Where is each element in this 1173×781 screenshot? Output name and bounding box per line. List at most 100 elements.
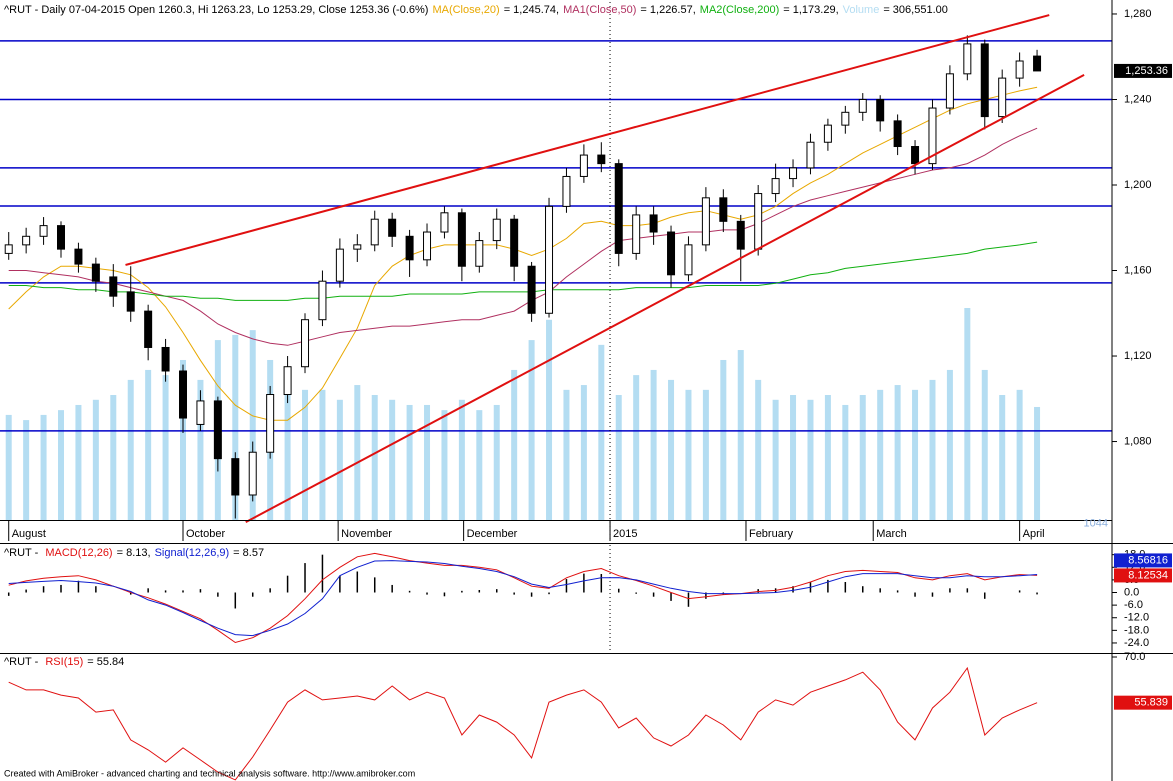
volume-bar [546, 319, 553, 520]
candle-body [475, 240, 484, 267]
x-tick-label: February [749, 528, 794, 540]
volume-bar [232, 334, 239, 520]
candle-body [806, 141, 815, 169]
candle-body [667, 231, 676, 276]
candle-body [719, 197, 728, 222]
legend-value: = 1,226.57, [640, 4, 695, 16]
candle-body [388, 218, 397, 237]
candle-body [144, 310, 153, 348]
volume-bar [127, 379, 134, 520]
y-tick-label: -18.0 [1124, 624, 1149, 636]
candle-body [213, 400, 222, 460]
candle-body [231, 458, 240, 496]
volume-bar [197, 379, 204, 520]
volume-bar [354, 385, 361, 520]
moving-average-line [8, 241, 1038, 301]
volume-bar [389, 399, 396, 520]
volume-bar [755, 379, 762, 520]
legend-value: = 8.13, [117, 547, 151, 559]
candle-body [893, 120, 902, 148]
chart-title: ^RUT - [4, 656, 41, 668]
volume-bar [668, 379, 675, 520]
volume-bar [842, 404, 849, 520]
candle-body [562, 175, 571, 207]
volume-bar [511, 369, 518, 520]
rsi-pane [8, 666, 1038, 781]
candle-body [353, 244, 362, 250]
y-tick-label: 70.0 [1124, 651, 1145, 663]
labels: 1,280 1,240 1,200 1,160 1,120 1,080 1044 1,253.… [4, 4, 1172, 781]
volume-bar [877, 389, 884, 520]
volume-bar [859, 395, 866, 520]
chart-header: ^RUT - MACD(12,26) = 8.13, Signal(12,26,9)… [4, 547, 264, 559]
candle-body [771, 178, 780, 195]
bottom-label: 1044 [1084, 517, 1108, 529]
last-value-box [1114, 568, 1172, 583]
candle-body [823, 124, 832, 143]
candle-body [370, 218, 379, 246]
candle-body [301, 319, 310, 368]
last-value-box [1114, 63, 1172, 78]
volume-bar [110, 395, 117, 520]
volume-bar [441, 410, 448, 520]
volume-bar [493, 404, 500, 520]
legend-name: MA1(Close,50) [563, 4, 636, 16]
candle-body [74, 248, 83, 265]
chart-title: ^RUT - [4, 547, 41, 559]
volume-bar [249, 330, 256, 520]
legend-value: = 8.57 [233, 547, 264, 559]
candle-body [510, 218, 519, 267]
candle-body [789, 167, 798, 180]
volume-bar [476, 410, 483, 520]
candle-body [928, 107, 937, 165]
candle-body [4, 244, 13, 254]
candle-body [440, 212, 449, 233]
candle-body [754, 193, 763, 250]
candle-body [545, 205, 554, 314]
legend-name: Volume [843, 4, 880, 16]
indicator-line [8, 560, 1038, 637]
candle-body [614, 163, 623, 254]
y-tick-label: -12.0 [1124, 612, 1149, 624]
y-tick-label: 1,120 [1124, 350, 1152, 362]
volume-bar [458, 399, 465, 520]
volume-bar [772, 399, 779, 520]
chart-title: ^RUT - Daily 07-04-2015 Open 1260.3, Hi … [4, 4, 428, 16]
last-value-label: 1,253.36 [1125, 65, 1168, 77]
volume-bar [406, 404, 413, 520]
candle-body [841, 111, 850, 126]
volume-bar [912, 389, 919, 520]
legend-name: MA2(Close,200) [700, 4, 779, 16]
volume-bar [946, 369, 953, 520]
y-tick-label: 1,080 [1124, 435, 1152, 447]
candle-body [963, 43, 972, 75]
x-tick-label: 2015 [613, 528, 637, 540]
y-tick-label: 1,160 [1124, 264, 1152, 276]
candle-body [980, 43, 989, 118]
volume-bar [563, 389, 570, 520]
chart-header: ^RUT - RSI(15) = 55.84 [4, 656, 124, 668]
volume-bar [284, 369, 291, 520]
volume-bar [999, 395, 1006, 520]
candle-body [248, 451, 257, 496]
candle-body [57, 225, 66, 250]
candle-body [126, 291, 135, 312]
volume-bar [23, 420, 30, 520]
y-tick-label: 0.0 [1124, 586, 1139, 598]
volume-bar [598, 344, 605, 520]
legend-value: = 1,173.29, [783, 4, 838, 16]
volume-bar [702, 389, 709, 520]
legend-name: Signal(12,26,9) [155, 547, 230, 559]
candle-body [318, 280, 327, 321]
candle-body [527, 265, 536, 314]
volume-bar [145, 369, 152, 520]
candle-body [423, 231, 432, 261]
legend-value: = 1,245.74, [504, 4, 559, 16]
trendline [125, 14, 1050, 266]
volume-bar [737, 350, 744, 520]
candle-body [405, 235, 414, 261]
candle-body [632, 214, 641, 254]
candle-body [266, 394, 275, 453]
volume-bar [336, 399, 343, 520]
legend-name: RSI(15) [45, 656, 83, 668]
